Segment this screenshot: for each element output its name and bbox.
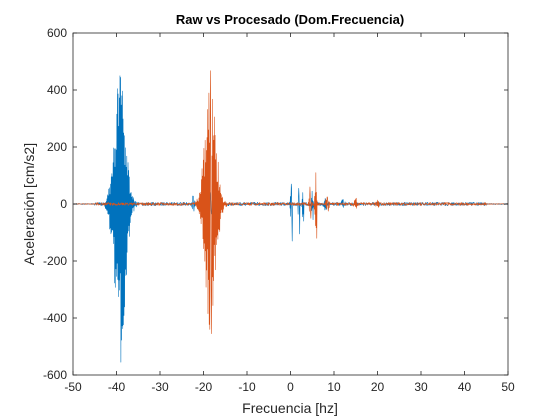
y-axis-ticks: -600 -400 -200 0 200 400 600	[43, 26, 508, 382]
x-tick-label: 30	[414, 380, 428, 394]
y-tick-label: 400	[47, 83, 67, 97]
y-tick-label: -400	[43, 311, 67, 325]
x-tick-label: 0	[287, 380, 294, 394]
x-axis-label: Frecuencia [hz]	[242, 400, 338, 416]
chart-title: Raw vs Procesado (Dom.Frecuencia)	[176, 12, 404, 27]
y-tick-label: 600	[47, 26, 67, 40]
x-tick-label: 40	[458, 380, 472, 394]
x-tick-label: 50	[501, 380, 515, 394]
y-tick-label: -600	[43, 368, 67, 382]
x-tick-label: -40	[108, 380, 126, 394]
y-tick-label: -200	[43, 254, 67, 268]
x-axis-ticks: -50 -40 -30 -20 -10 0 10 20 30 40 50	[64, 33, 515, 394]
plot-series	[72, 70, 509, 363]
x-tick-label: -10	[238, 380, 256, 394]
x-tick-label: 10	[327, 380, 341, 394]
y-tick-label: 0	[60, 197, 67, 211]
y-tick-label: 200	[47, 140, 67, 154]
y-axis-label: Aceleración [cm/s2]	[21, 143, 37, 265]
series-line	[72, 70, 509, 334]
x-tick-label: -30	[151, 380, 169, 394]
x-tick-label: -20	[195, 380, 213, 394]
x-tick-label: 20	[371, 380, 385, 394]
x-tick-label: -50	[64, 380, 82, 394]
